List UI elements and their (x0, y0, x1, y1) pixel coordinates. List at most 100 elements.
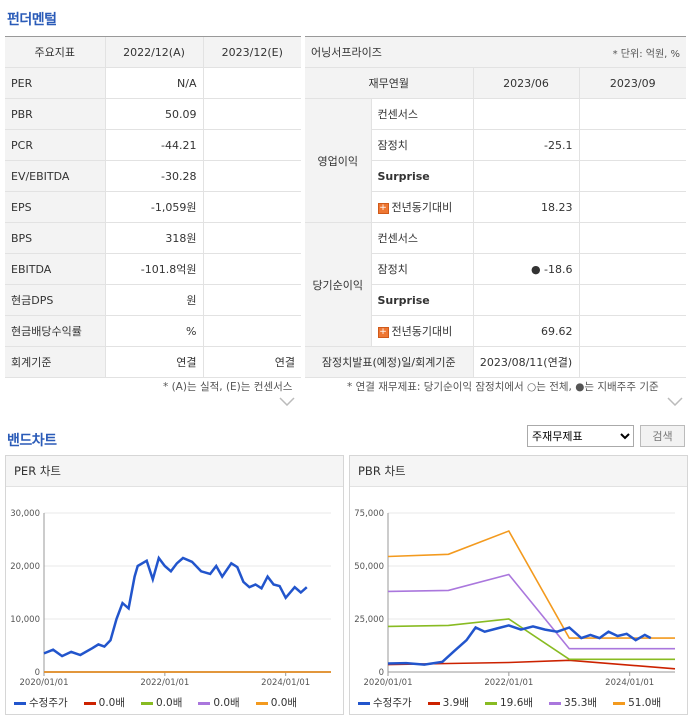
table-header-row: 재무연월 2023/06 2023/09 (305, 67, 687, 99)
legend-swatch (198, 701, 211, 705)
indicator-label: PCR (5, 129, 105, 161)
table-row: EV/EBITDA -30.28 (5, 160, 301, 192)
value-2023-06: 69.62 (472, 315, 580, 347)
legend-item: 35.3배 (541, 697, 597, 709)
estimate-value (202, 191, 301, 223)
column-header: 2023/12(E) (202, 36, 301, 68)
metric-label: 전년동기대비 (391, 325, 453, 338)
actual-value: 50.09 (104, 98, 203, 130)
metric-label: 컨센서스 (377, 108, 418, 121)
legend-swatch (613, 701, 626, 705)
estimate-value (202, 222, 301, 254)
value-2023-09 (578, 222, 687, 254)
y-tick-label: 50,000 (354, 562, 384, 572)
metric-cell: + 전년동기대비 (370, 191, 473, 223)
y-tick-label: 20,000 (10, 562, 40, 572)
search-button[interactable]: 검색 (640, 425, 685, 447)
metric-cell: 잠정치 (370, 129, 473, 161)
estimate-value (202, 98, 301, 130)
metric-cell: + 전년동기대비 (370, 315, 473, 347)
y-tick-label: 0 (35, 668, 40, 678)
per-chart-plot: 0 10,000 20,000 30,000 2020/01/01 2022/01/01 2… (10, 509, 331, 687)
estimate-value (202, 284, 301, 316)
pbr-chart-plot: 0 25,000 50,000 75,000 2020/01/01 2022/01/01 2… (354, 509, 676, 687)
table-header-row: 주요지표 2022/12(A) 2023/12(E) (5, 36, 301, 68)
price-series-line (387, 624, 652, 666)
x-tick-label: 2024/01/01 (261, 678, 310, 687)
column-header: 2022/12(A) (104, 36, 203, 68)
actual-value: -30.28 (104, 160, 203, 192)
footer-label: 잠정치발표(예정)일/회계기준 (305, 346, 473, 378)
indicator-label: PER (5, 67, 105, 99)
metric-label: 전년동기대비 (391, 201, 453, 214)
expand-chevron-icon[interactable] (279, 397, 295, 406)
estimate-value (202, 160, 301, 192)
table-row: 잠정치 ● -18.6 (305, 253, 687, 285)
footer-empty (578, 346, 687, 378)
y-tick-label: 10,000 (10, 615, 40, 625)
indicator-label: 회계기준 (5, 346, 105, 378)
chart-title: PER 차트 (6, 456, 343, 487)
x-tick-label: 2020/01/01 (20, 678, 69, 687)
financial-statement-select[interactable]: 주재무제표 (527, 425, 634, 447)
actual-value: -44.21 (104, 129, 203, 161)
value-2023-09 (578, 315, 687, 347)
legend-label: 수정주가 (373, 697, 412, 709)
table-row: EPS -1,059원 (5, 191, 301, 223)
indicator-label: EPS (5, 191, 105, 223)
actual-value: % (104, 315, 203, 347)
estimate-value (202, 129, 301, 161)
metric-cell: Surprise (370, 284, 473, 316)
indicator-label: 현금배당수익률 (5, 315, 105, 347)
legend-label: 3.9배 (442, 697, 469, 709)
value-2023-06: 18.23 (472, 191, 580, 223)
indicator-label: BPS (5, 222, 105, 254)
indicator-label: EV/EBITDA (5, 160, 105, 192)
per-chart: PER 차트 0 10,000 20,000 30,000 2020/01/01 2022… (5, 455, 344, 715)
legend-swatch (83, 701, 96, 705)
x-tick-label: 2022/01/01 (140, 678, 189, 687)
table-row: + 전년동기대비 69.62 (305, 315, 687, 347)
x-tick-label: 2022/01/01 (484, 678, 533, 687)
column-header: 2023/09 (578, 67, 687, 99)
key-indicator-table: 주요지표 2022/12(A) 2023/12(E) PER N/A PBR 50.09 PC… (5, 36, 301, 378)
actual-value: 원 (104, 284, 203, 316)
value-2023-06 (472, 160, 580, 192)
legend-item: 0.0배 (76, 697, 125, 709)
y-tick-label: 25,000 (354, 615, 384, 625)
actual-value: -1,059원 (104, 191, 203, 223)
table-row: 영업이익 컨센서스 (305, 98, 687, 223)
y-tick-label: 30,000 (10, 509, 40, 519)
band-chart-title: 밴드차트 (7, 433, 57, 449)
band-series-line (387, 618, 675, 661)
band-series-line (387, 530, 675, 639)
legend-item: 0.0배 (248, 697, 297, 709)
expand-plus-icon[interactable]: + (377, 202, 389, 214)
legend-item: 3.9배 (420, 697, 469, 709)
metric-cell: 컨센서스 (370, 98, 473, 130)
table-row: 현금DPS 원 (5, 284, 301, 316)
y-tick-label: 0 (379, 668, 384, 678)
actual-value: -101.8억원 (104, 253, 203, 285)
legend-label: 0.0배 (98, 697, 125, 709)
legend-swatch (549, 701, 562, 705)
indicator-label: EBITDA (5, 253, 105, 285)
indicator-label: PBR (5, 98, 105, 130)
metric-label: 컨센서스 (377, 232, 418, 245)
estimate-value (202, 253, 301, 285)
column-header: 재무연월 (305, 67, 473, 99)
legend-item: 51.0배 (605, 697, 661, 709)
value-2023-09 (578, 98, 687, 130)
right-table-note: * 연결 재무제표: 당기순이익 잠정치에서 ○는 전체, ●는 지배주주 기준 (347, 381, 659, 393)
expand-plus-icon[interactable]: + (377, 326, 389, 338)
estimate-value (202, 67, 301, 99)
legend-swatch (427, 701, 440, 705)
actual-value: N/A (104, 67, 203, 99)
estimate-value: 연결 (202, 346, 301, 378)
expand-chevron-icon[interactable] (667, 397, 683, 406)
per-chart-legend: 수정주가 0.0배 0.0배 0.0배 0.0배 (6, 695, 343, 710)
y-tick-label: 75,000 (354, 509, 384, 519)
table-row: Surprise (305, 160, 687, 192)
table-row: PER N/A (5, 67, 301, 99)
indicator-label: 현금DPS (5, 284, 105, 316)
